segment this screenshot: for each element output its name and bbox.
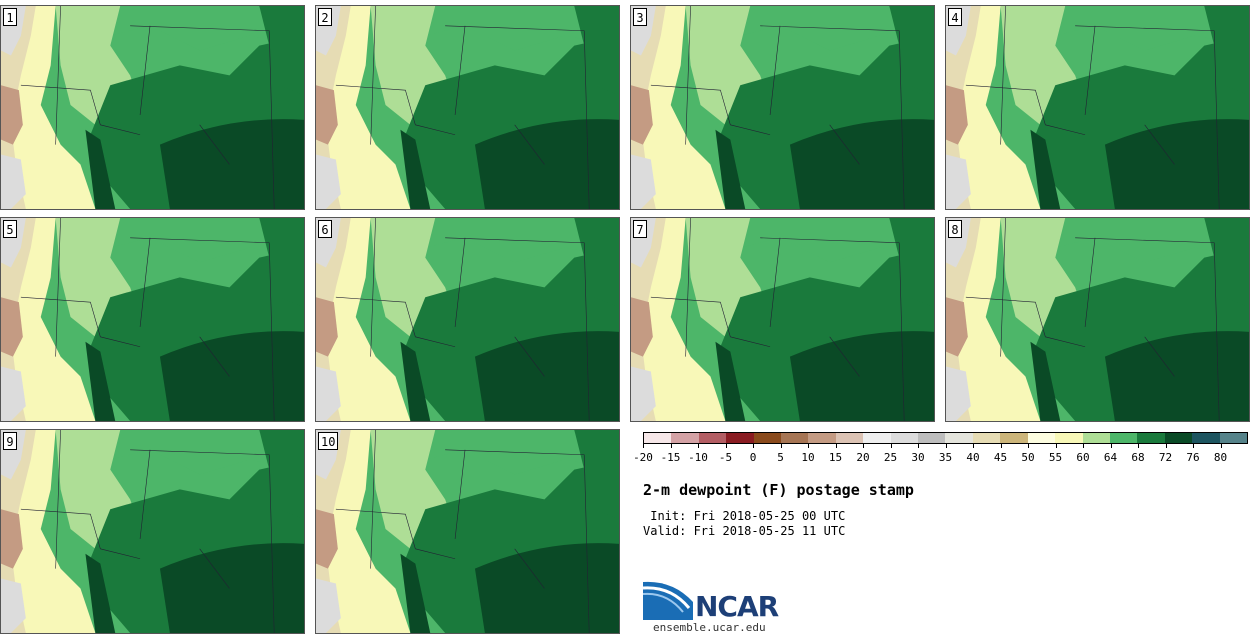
colorbar-tick (1138, 444, 1139, 448)
colorbar-swatch (726, 433, 754, 443)
colorbar-tick-label: 68 (1131, 451, 1145, 464)
colorbar (643, 432, 1248, 444)
colorbar-tick (945, 444, 947, 448)
plot-title: 2-m dewpoint (F) postage stamp (643, 481, 914, 499)
member-stamp-10: 10 (315, 429, 620, 634)
colorbar-tick (973, 444, 974, 448)
colorbar-tick (808, 444, 809, 448)
colorbar-swatch (835, 433, 864, 443)
colorbar-tick (753, 444, 754, 448)
colorbar-tick-label: 72 (1158, 451, 1173, 464)
member-stamp-2: 2 (315, 5, 620, 210)
colorbar-tick-label: -5 (718, 451, 733, 464)
colorbar-swatch (972, 433, 1001, 443)
colorbar-swatch (1164, 433, 1193, 443)
colorbar-swatch (863, 433, 891, 443)
member-label: 4 (948, 8, 962, 26)
colorbar-swatch (698, 433, 727, 443)
colorbar-swatch (945, 433, 973, 443)
ncar-logo-icon (643, 581, 693, 620)
colorbar-tick-label: -20 (633, 451, 653, 464)
member-label: 9 (3, 432, 17, 450)
member-label: 5 (3, 220, 17, 238)
colorbar-swatch (1055, 433, 1083, 443)
member-label: 1 (3, 8, 17, 26)
colorbar-tick (670, 444, 672, 448)
colorbar-tick (918, 444, 919, 448)
member-stamp-6: 6 (315, 217, 620, 422)
member-label: 6 (318, 220, 332, 238)
member-stamp-5: 5 (0, 217, 305, 422)
colorbar-tick (1165, 444, 1167, 448)
colorbar-tick (1055, 444, 1057, 448)
colorbar-swatch (1192, 433, 1220, 443)
colorbar-tick (835, 444, 837, 448)
colorbar-swatch (1000, 433, 1028, 443)
colorbar-tick-label: 76 (1186, 451, 1200, 464)
colorbar-ticks: -20 -15 -10 -5 0 5 10 15 20 25 30 35 40 45 50 55 60 64 68 7… (633, 444, 1248, 468)
colorbar-tick (1220, 444, 1222, 448)
colorbar-swatch (671, 433, 699, 443)
colorbar-tick-label: 64 (1103, 451, 1118, 464)
colorbar-tick (643, 444, 644, 448)
logo-wordmark: NCAR (695, 590, 779, 623)
member-stamp-3: 3 (630, 5, 935, 210)
valid-time: Valid: Fri 2018-05-25 11 UTC (643, 524, 846, 538)
colorbar-swatch (1082, 433, 1110, 443)
member-label: 8 (948, 220, 962, 238)
colorbar-tick-label: 25 (883, 451, 898, 464)
colorbar-tick-label: 10 (801, 451, 815, 464)
colorbar-tick (1193, 444, 1194, 448)
colorbar-tick-label: 55 (1048, 451, 1063, 464)
colorbar-tick (1028, 444, 1029, 448)
colorbar-tick-label: -10 (688, 451, 708, 464)
colorbar-tick (890, 444, 892, 448)
colorbar-swatch (1109, 433, 1138, 443)
colorbar-tick-label: 15 (828, 451, 843, 464)
colorbar-tick-label: 20 (856, 451, 870, 464)
colorbar-tick-label: 40 (966, 451, 980, 464)
colorbar-tick-label: -15 (660, 451, 681, 464)
colorbar-tick-label: 0 (749, 451, 757, 464)
member-label: 7 (633, 220, 647, 238)
colorbar-tick (863, 444, 864, 448)
colorbar-tick (780, 444, 782, 448)
init-time: Init: Fri 2018-05-25 00 UTC (643, 509, 846, 523)
member-stamp-4: 4 (945, 5, 1250, 210)
colorbar-tick-label: 5 (777, 451, 784, 464)
colorbar-swatch (808, 433, 836, 443)
member-label: 2 (318, 8, 332, 26)
member-label: 10 (318, 432, 339, 450)
colorbar-tick (698, 444, 699, 448)
colorbar-swatch (753, 433, 782, 443)
colorbar-swatch (918, 433, 946, 443)
member-stamp-8: 8 (945, 217, 1250, 422)
colorbar-tick-label: 80 (1213, 451, 1228, 464)
colorbar-tick-label: 45 (993, 451, 1008, 464)
member-stamp-7: 7 (630, 217, 935, 422)
colorbar-tick-label: 50 (1021, 451, 1035, 464)
colorbar-swatch (1137, 433, 1165, 443)
colorbar-swatch (1027, 433, 1056, 443)
colorbar-swatch (644, 433, 672, 443)
colorbar-swatch (781, 433, 809, 443)
member-stamp-1: 1 (0, 5, 305, 210)
member-stamp-9: 9 (0, 429, 305, 634)
colorbar-tick-label: 30 (911, 451, 925, 464)
colorbar-tick-label: 35 (938, 451, 953, 464)
colorbar-swatch (890, 433, 919, 443)
colorbar-tick (1000, 444, 1002, 448)
colorbar-tick (1083, 444, 1084, 448)
colorbar-tick (1110, 444, 1112, 448)
colorbar-swatch (1219, 433, 1247, 443)
website-url[interactable]: ensemble.ucar.edu (653, 621, 766, 634)
colorbar-tick (725, 444, 727, 448)
member-label: 3 (633, 8, 647, 26)
colorbar-tick-label: 60 (1076, 451, 1090, 464)
